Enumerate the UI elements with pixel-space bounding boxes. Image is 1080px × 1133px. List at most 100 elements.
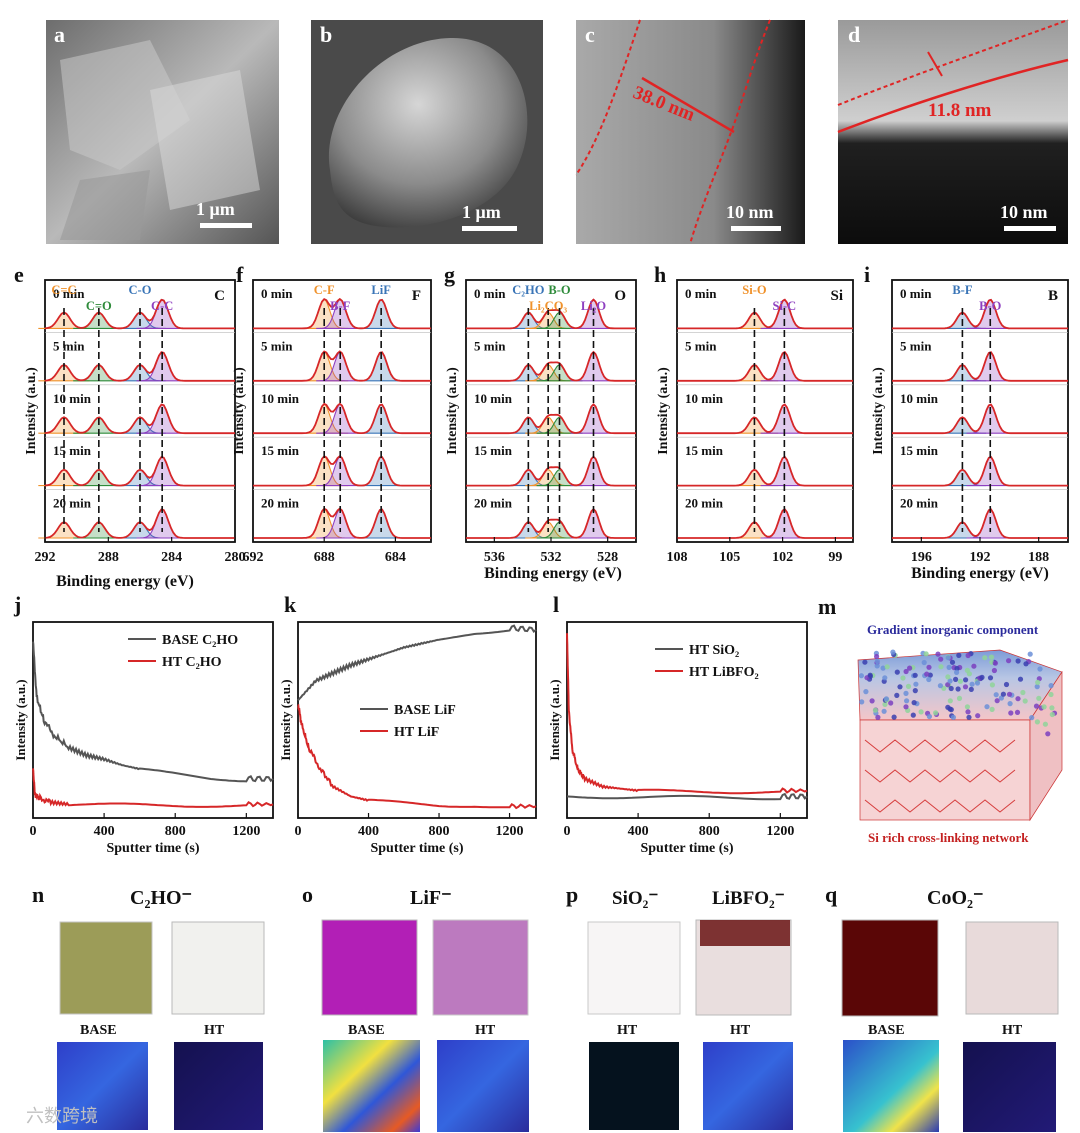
peak-label: C=C	[51, 283, 76, 297]
tof-map-libfo2	[703, 1042, 793, 1130]
inorganic-particle	[984, 704, 990, 710]
time-label: 0 min	[53, 286, 85, 301]
tick-label: 196	[911, 550, 932, 565]
xps-panel-g: g O 0 min 5 min 10 min 15 min 20 min C₂HO Li₂CO₃…	[444, 262, 637, 565]
tof-map-ht	[963, 1042, 1056, 1132]
sem-grain	[60, 40, 190, 170]
inorganic-particle	[964, 667, 971, 674]
tick-label: 536	[484, 550, 505, 565]
scalebar-label: 10 nm	[726, 202, 774, 222]
plot-frame	[297, 621, 537, 819]
inorganic-particle	[883, 696, 890, 702]
inorganic-particle	[913, 681, 919, 687]
inorganic-particle	[912, 688, 918, 694]
sem-grain	[60, 170, 150, 240]
inorganic-particle	[881, 708, 887, 714]
sem-particle	[328, 37, 528, 228]
sample-label: HT	[204, 1023, 225, 1038]
schematic-top-label: Gradient inorganic component	[867, 622, 1039, 637]
inorganic-particle	[956, 695, 963, 702]
inorganic-particle	[910, 712, 916, 718]
series-line	[566, 633, 808, 795]
fit-envelope	[44, 455, 235, 487]
inorganic-particle	[891, 714, 897, 720]
inorganic-particle	[982, 655, 988, 661]
panel-q: q CoO₂⁻ BASE HT	[825, 882, 1059, 1132]
tof-cube-ht	[171, 921, 265, 1015]
inorganic-particle	[946, 664, 952, 671]
inorganic-particle	[926, 713, 933, 720]
inorganic-particle	[904, 698, 910, 704]
sei-boundary	[689, 19, 771, 245]
peak-label: B-O	[979, 299, 1002, 313]
inorganic-particle	[945, 655, 951, 661]
inorganic-particle	[911, 700, 917, 706]
tof-map-base	[843, 1040, 939, 1132]
fit-envelope	[892, 455, 1068, 487]
inorganic-particle	[1017, 676, 1024, 682]
inorganic-particle	[945, 682, 951, 688]
peak-label: Li₂CO₃	[529, 299, 567, 313]
x-axis-label: Binding energy (eV)	[56, 573, 194, 590]
time-label: 5 min	[474, 338, 506, 353]
panel-letter: l	[553, 592, 559, 617]
tick-label: 528	[597, 550, 618, 565]
inorganic-particle	[1042, 721, 1048, 727]
panel-letter: p	[566, 882, 578, 907]
panel-letter: i	[864, 262, 870, 287]
inorganic-particle	[953, 676, 959, 683]
tick-label: 684	[385, 550, 406, 565]
x-axis-label: Sputter time (s)	[640, 841, 733, 856]
panel-p: p SiO₂⁻ LiBFO₂⁻ HT HT	[566, 882, 793, 1130]
legend-label: BASE LiF	[394, 703, 456, 718]
time-label: 20 min	[685, 496, 724, 511]
inorganic-particle	[954, 669, 960, 676]
watermark: 六数跨境	[26, 1106, 98, 1126]
species-label: LiF⁻	[410, 887, 452, 909]
inorganic-particle	[897, 684, 903, 690]
time-label: 15 min	[261, 443, 300, 458]
tick-label: 800	[429, 824, 450, 839]
panel-m: m Gradient inorganic component Si rich c…	[818, 594, 1063, 845]
legend-label: BASE C₂HO	[162, 633, 238, 648]
peak-label: Li₂O	[581, 299, 607, 313]
inorganic-particle	[988, 654, 995, 660]
series-line	[32, 641, 274, 783]
cube-front	[859, 719, 1031, 821]
panel-letter: o	[302, 882, 313, 907]
time-label: 15 min	[53, 443, 92, 458]
peak-label: LiF	[371, 283, 391, 297]
peak-B-O	[966, 456, 1014, 487]
inorganic-particle	[882, 701, 888, 708]
inorganic-particle	[955, 686, 961, 692]
xps-row: e C 0 min 5 min 10 min 15 min 20 min C=C C=O C-O C…	[14, 262, 1069, 590]
tick-label: 188	[1028, 550, 1049, 565]
inorganic-particle	[869, 698, 875, 704]
panel-letter: f	[236, 262, 244, 287]
scalebar	[200, 223, 252, 228]
sample-label: BASE	[348, 1023, 385, 1038]
fit-envelope	[466, 298, 636, 330]
inorganic-particle	[890, 649, 896, 655]
peak-Si-C	[760, 456, 809, 487]
depth-profile-l: l HT SiO₂ HT LiBFO₂ 0 400 800 1200 Sputter time…	[547, 592, 808, 856]
y-axis-label: Intensity (a.u.)	[278, 679, 293, 760]
tick-label: 108	[667, 550, 688, 565]
peak-label: C₂HO	[512, 283, 544, 297]
tick-label: 692	[243, 550, 264, 565]
inorganic-particle	[1035, 679, 1041, 686]
scalebar	[462, 226, 517, 231]
inorganic-particle	[949, 659, 956, 665]
panel-c: 38.0 nm c 10 nm	[575, 19, 805, 245]
inorganic-particle	[938, 656, 944, 662]
inorganic-particle	[1036, 695, 1042, 701]
tick-label: 280	[225, 550, 246, 565]
tick-label: 800	[165, 824, 186, 839]
inorganic-particle	[1023, 661, 1029, 667]
element-label: F	[412, 288, 421, 304]
legend-label: HT LiF	[394, 725, 439, 740]
inorganic-particle	[875, 714, 881, 721]
inorganic-particle	[1000, 691, 1007, 697]
inorganic-particle	[858, 673, 865, 679]
